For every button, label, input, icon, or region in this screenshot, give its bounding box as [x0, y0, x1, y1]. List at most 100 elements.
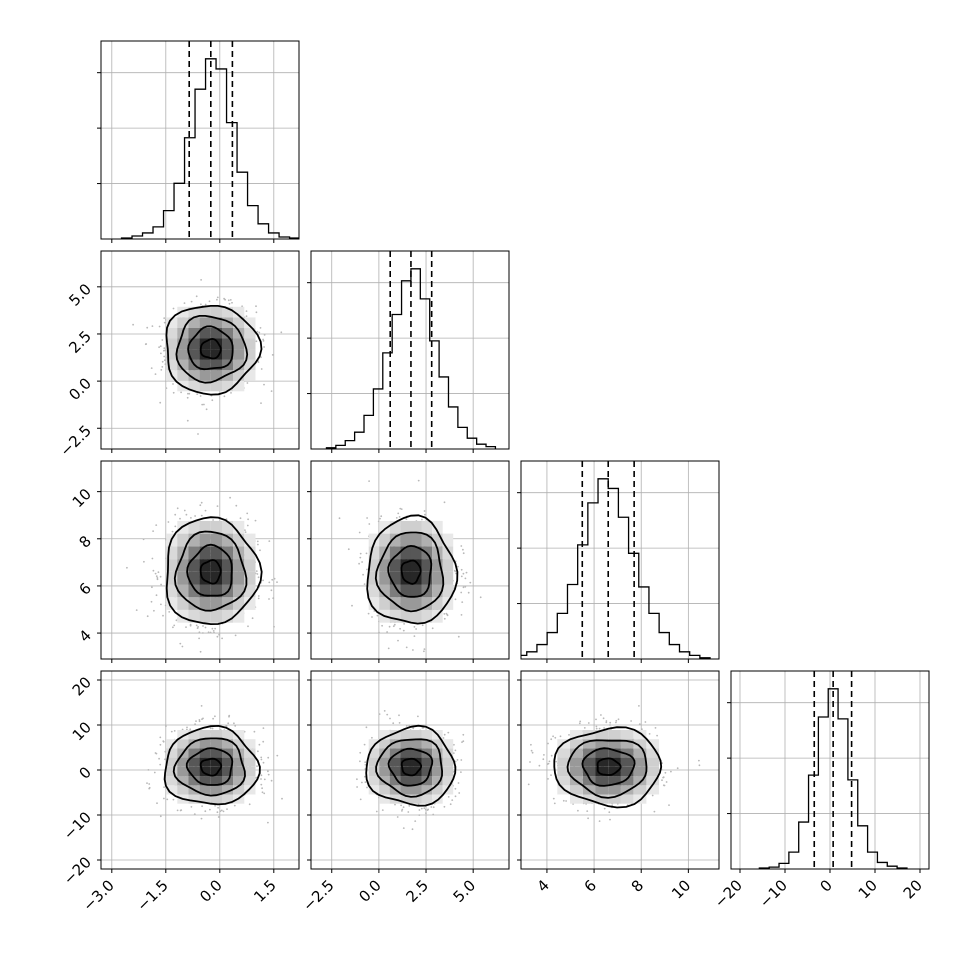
density-cell: [233, 572, 244, 585]
scatter-point: [446, 613, 448, 615]
scatter-point: [361, 561, 363, 563]
scatter-point: [399, 628, 401, 630]
scatter-point: [160, 576, 162, 578]
scatter-point: [160, 584, 162, 586]
scatter-point: [195, 720, 197, 722]
y-tick-label: 5.0: [65, 280, 95, 310]
scatter-point: [389, 626, 391, 628]
scatter-point: [267, 822, 269, 824]
scatter-point: [156, 802, 158, 804]
scatter-point: [153, 610, 155, 612]
scatter-point: [258, 361, 260, 363]
x-tick-label: 1.5: [250, 876, 280, 906]
scatter-point: [260, 402, 262, 404]
scatter-point: [160, 815, 162, 817]
scatter-point: [421, 519, 423, 521]
scatter-point: [158, 571, 160, 573]
scatter-point: [397, 816, 399, 818]
scatter-point: [400, 805, 402, 807]
scatter-point: [418, 814, 420, 816]
scatter-point: [146, 327, 148, 329]
scatter-point: [356, 778, 358, 780]
panel-r1-c1: [307, 251, 509, 453]
scatter-point: [194, 723, 196, 725]
scatter-point: [246, 310, 248, 312]
scatter-point: [155, 373, 157, 375]
scatter-point: [198, 638, 200, 640]
scatter-point: [443, 613, 445, 615]
scatter-point: [155, 752, 157, 754]
scatter-point: [155, 573, 157, 575]
scatter-point: [261, 774, 263, 776]
scatter-point: [245, 531, 247, 533]
scatter-point: [187, 397, 189, 399]
scatter-point: [148, 783, 150, 785]
scatter-point: [143, 561, 145, 563]
scatter-point: [398, 714, 400, 716]
panel-r2-c2: [506, 461, 719, 663]
scatter-point: [256, 311, 258, 313]
scatter-point: [268, 582, 270, 584]
density-cell: [211, 739, 222, 748]
scatter-point: [158, 346, 160, 348]
scatter-point: [263, 727, 265, 729]
scatter-point: [401, 508, 403, 510]
scatter-point: [414, 635, 416, 637]
scatter-point: [365, 781, 367, 783]
scatter-point: [423, 650, 425, 652]
scatter-point: [194, 813, 196, 815]
scatter-point: [255, 520, 257, 522]
density-cell: [369, 572, 380, 585]
scatter-point: [172, 531, 174, 533]
scatter-point: [393, 625, 395, 627]
scatter-point: [424, 510, 426, 512]
scatter-point: [162, 361, 164, 363]
scatter-point: [366, 569, 368, 571]
scatter-point: [160, 369, 162, 371]
scatter-point: [189, 728, 191, 730]
scatter-point: [366, 787, 368, 789]
density-cell: [422, 795, 433, 804]
y-tick-label: 10: [69, 485, 95, 511]
scatter-point: [180, 392, 182, 394]
scatter-point: [406, 647, 408, 649]
scatter-point: [164, 751, 166, 753]
scatter-point: [212, 718, 214, 720]
scatter-point: [214, 628, 216, 630]
scatter-point: [234, 805, 236, 807]
scatter-point: [403, 623, 405, 625]
scatter-point: [148, 788, 150, 790]
scatter-point: [240, 517, 242, 519]
scatter-point: [463, 552, 465, 554]
scatter-point: [162, 740, 164, 742]
scatter-point: [155, 524, 157, 526]
scatter-point: [461, 601, 463, 603]
scatter-point: [455, 788, 457, 790]
scatter-point: [260, 778, 262, 780]
scatter-point: [306, 783, 308, 785]
scatter-point: [161, 339, 163, 341]
density-cell: [189, 585, 200, 598]
scatter-point: [423, 807, 425, 809]
scatter-point: [377, 615, 379, 617]
scatter-point: [268, 540, 270, 542]
scatter-point: [173, 392, 175, 394]
scatter-point: [348, 548, 350, 550]
scatter-point: [454, 570, 456, 572]
scatter-point: [174, 730, 176, 732]
scatter-point: [235, 635, 237, 637]
scatter-point: [462, 734, 464, 736]
scatter-point: [359, 557, 361, 559]
scatter-point: [165, 363, 167, 365]
scatter-point: [217, 807, 219, 809]
scatter-point: [199, 720, 201, 722]
density-cell: [211, 328, 222, 339]
scatter-point: [408, 725, 410, 727]
scatter-point: [415, 628, 417, 630]
scatter-point: [448, 796, 450, 798]
density-cell: [390, 610, 401, 623]
scatter-point: [397, 513, 399, 515]
